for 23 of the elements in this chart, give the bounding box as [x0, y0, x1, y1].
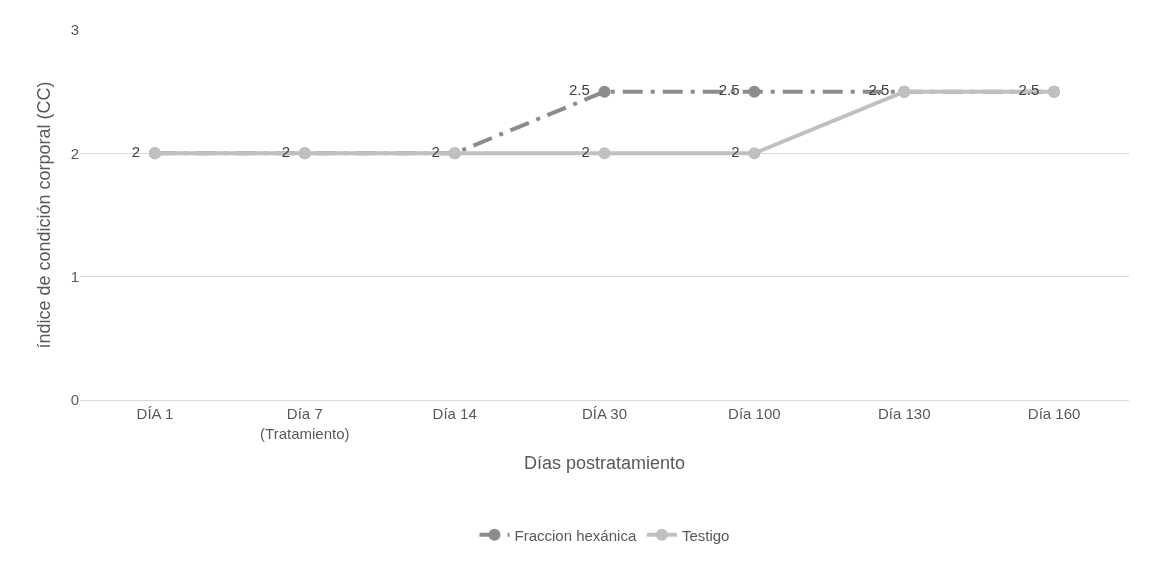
data-label: 2: [581, 143, 590, 161]
x-tick-label: DÍA 30: [581, 405, 628, 422]
x-tick-label: Día 7 (Tratamiento): [260, 405, 350, 442]
y-axis-title: índice de condición corporal (CC): [33, 81, 54, 349]
x-tick-label: Día 100: [728, 405, 781, 422]
data-label: 2: [431, 143, 440, 161]
data-label: 2.5: [718, 81, 740, 99]
y-tick-label: 3: [70, 21, 79, 39]
data-label: 2.5: [1018, 81, 1040, 99]
x-axis-title: Días postratamiento: [523, 452, 686, 473]
x-tick-label: DÍA 1: [136, 405, 174, 422]
y-tick-label: 0: [70, 391, 79, 409]
data-label: 2: [131, 143, 141, 161]
y-tick-label: 2: [70, 144, 79, 162]
x-tick-label: Día 130: [877, 405, 931, 422]
data-label: 2.5: [568, 81, 590, 99]
x-tick-label: Día 160: [1027, 405, 1081, 422]
data-label: 2: [281, 143, 291, 161]
data-label: 2: [731, 143, 740, 161]
x-tick-label: Día 14: [432, 405, 477, 422]
y-tick-label: 1: [70, 267, 79, 285]
legend-label: Fraccion hexánica: [514, 526, 637, 544]
legend-label: Testigo: [681, 526, 730, 544]
